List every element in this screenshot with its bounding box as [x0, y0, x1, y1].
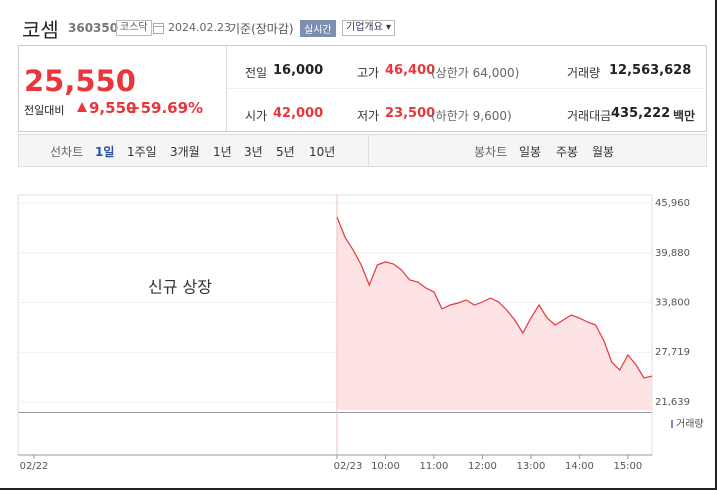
change: 9,550: [89, 99, 137, 117]
y-tick-label: 33,800: [655, 298, 690, 309]
divider: [226, 46, 227, 131]
tab-group-label[interactable]: 선차트: [50, 145, 84, 159]
quote-value: 435,222: [611, 106, 671, 121]
quote-value: 46,400: [385, 63, 436, 78]
change-rate: +59.69%: [128, 99, 204, 117]
divider: [227, 88, 705, 89]
tab[interactable]: 5년: [276, 145, 295, 159]
y-tick-label: 21,639: [655, 397, 690, 408]
tab[interactable]: 3년: [244, 145, 263, 159]
realtime-badge[interactable]: 실시간: [300, 20, 336, 37]
market-badge: 코스닥: [116, 20, 152, 36]
quote-unit: 백만: [673, 109, 696, 123]
up-arrow: [77, 102, 87, 112]
stock-name: 코셈: [22, 18, 59, 42]
y-tick-label: 45,960: [655, 198, 690, 209]
overview-label: 기업개요: [346, 22, 383, 33]
price-area: [337, 217, 653, 410]
x-tick-label: 02/22: [20, 461, 49, 472]
tab[interactable]: 10년: [309, 145, 336, 159]
quote-label: 전일: [245, 66, 268, 80]
quote-note: (상한가 64,000): [431, 66, 520, 80]
x-tick-label: 11:00: [420, 461, 449, 472]
x-tick-label: 13:00: [517, 461, 546, 472]
tab[interactable]: 1주일: [127, 145, 157, 159]
current-price: 25,550: [24, 64, 136, 98]
y-tick-label: 39,880: [655, 248, 690, 259]
price-line: [336, 216, 653, 379]
stock-code: 360350: [68, 21, 119, 35]
basis: 기준(장마감): [229, 22, 294, 36]
quote-value: 42,000: [273, 106, 324, 121]
annotation: 신규 상장: [148, 278, 212, 297]
tab[interactable]: 3개월: [170, 145, 200, 159]
change-label: 전일대비: [24, 104, 65, 117]
x-tick-label: 14:00: [565, 461, 594, 472]
volume-panel: [18, 412, 652, 457]
x-tick-label: 12:00: [468, 461, 497, 472]
overview-dropdown[interactable]: 기업개요 ▾: [342, 20, 396, 36]
divider: [368, 135, 369, 166]
tab[interactable]: 일봉: [519, 145, 542, 159]
tab-bar: [18, 134, 707, 167]
quote-note: (하한가 9,600): [431, 109, 512, 123]
quote-label: 저가: [357, 109, 380, 123]
date: 2024.02.23: [168, 21, 231, 34]
x-tick-label: 02/23: [334, 461, 363, 472]
tab-group-label[interactable]: 봉차트: [474, 145, 508, 159]
x-tick-label: 10:00: [371, 461, 400, 472]
tab[interactable]: 월봉: [592, 145, 615, 159]
tab[interactable]: 1년: [213, 145, 232, 159]
quote-label: 시가: [245, 109, 268, 123]
x-tick-label: 15:00: [613, 461, 642, 472]
calendar-icon: [153, 23, 164, 34]
quote-label: 거래대금: [567, 109, 612, 123]
quote-box: [18, 45, 707, 132]
tab[interactable]: 주봉: [556, 145, 579, 159]
volume-legend-swatch: [671, 420, 673, 428]
quote-value: 23,500: [385, 106, 436, 121]
tab[interactable]: 1일: [95, 145, 115, 159]
volume-legend: 거래량: [676, 418, 704, 430]
quote-value: 12,563,628: [609, 63, 692, 78]
quote-label: 고가: [357, 66, 380, 80]
quote-label: 거래량: [567, 66, 601, 80]
y-tick-label: 27,719: [655, 347, 690, 358]
quote-value: 16,000: [273, 63, 324, 78]
